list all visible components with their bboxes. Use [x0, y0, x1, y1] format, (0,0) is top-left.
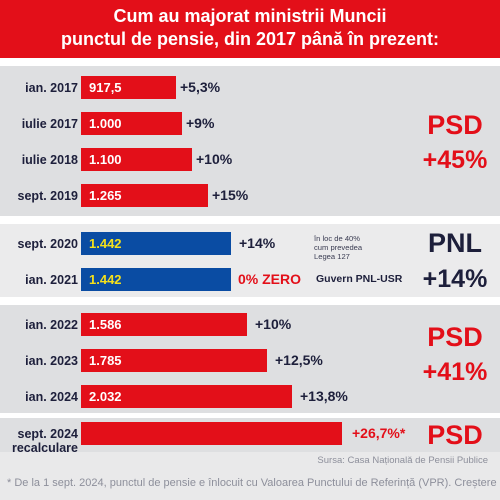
change-label: +26,7%*: [352, 425, 406, 441]
title-banner: Cum au majorat ministrii Muncii punctul …: [0, 0, 500, 58]
party-name-psd: PSD: [427, 420, 483, 450]
row-label: sept. 2019: [17, 189, 78, 203]
law-note-line: cum prevedea: [314, 243, 363, 252]
law-note-line: în loc de 40%: [314, 234, 361, 243]
bar-ian-2023: [81, 349, 267, 372]
spacer-band: [0, 216, 500, 224]
bar-value-label: 1.442: [89, 272, 122, 287]
row-label: iulie 2017: [21, 117, 78, 131]
bar-iulie-2018: [81, 148, 192, 171]
party-total-psd: +45%: [422, 146, 488, 174]
bar-value-label: 1.100: [89, 152, 122, 167]
law-note-line: Legea 127: [314, 252, 350, 261]
change-label: +5,3%: [180, 79, 221, 95]
row-label: ian. 2021: [25, 273, 78, 287]
bar-ian-2021: [81, 268, 231, 291]
bar-sept-2024-recalculare: [81, 422, 342, 445]
bar-value-label: 1.586: [89, 317, 122, 332]
party-total-pnl: +14%: [422, 265, 488, 293]
party-name-psd: PSD: [427, 110, 483, 140]
bar-sept-2019: [81, 184, 208, 207]
change-label: +14%: [239, 235, 276, 251]
zero-change-label: 0% ZERO: [238, 271, 302, 287]
bar-value-label: 2.032: [89, 389, 122, 404]
change-label: +10%: [255, 316, 292, 332]
bar-value-label: 917,5: [89, 80, 122, 95]
row-label: iulie 2018: [21, 153, 78, 167]
bar-value-label: 1.442: [89, 236, 122, 251]
party-total-psd: +41%: [422, 358, 488, 386]
row-label: ian. 2022: [25, 318, 78, 332]
bar-ian-2017: [81, 76, 176, 99]
bar-iulie-2017: [81, 112, 182, 135]
footnote: * De la 1 sept. 2024, punctul de pensie …: [7, 477, 497, 489]
change-label: +13,8%: [300, 388, 348, 404]
change-label: +9%: [186, 115, 215, 131]
law-note: în loc de 40% cum prevedea Legea 127: [314, 234, 362, 261]
bar-ian-2022: [81, 313, 247, 336]
bar-value-label: 1.000: [89, 116, 122, 131]
change-label: +10%: [196, 151, 233, 167]
party-name-pnl: PNL: [428, 228, 482, 258]
row-label: ian. 2024: [25, 390, 78, 404]
chart-title-line-1: Cum au majorat ministrii Muncii: [113, 6, 387, 26]
change-label: +12,5%: [275, 352, 323, 368]
government-label: Guvern PNL-USR: [316, 273, 403, 285]
bar-value-label: 1.265: [89, 188, 122, 203]
change-label: +15%: [212, 187, 249, 203]
source-label: Sursa: Casa Națională de Pensii Publice: [317, 455, 488, 466]
chart-title-line-2: punctul de pensie, din 2017 până în prez…: [60, 29, 440, 49]
row-label: sept. 2024: [17, 427, 78, 441]
bar-value-label: 1.785: [89, 353, 122, 368]
row-label: ian. 2023: [25, 354, 78, 368]
bar-sept-2020: [81, 232, 231, 255]
bar-ian-2024: [81, 385, 292, 408]
row-label: sept. 2020: [17, 237, 78, 251]
party-name-psd: PSD: [427, 322, 483, 352]
spacer-band: [0, 58, 500, 66]
row-label: recalculare: [11, 441, 78, 455]
spacer-band: [0, 297, 500, 305]
spacer-band: [0, 413, 500, 418]
row-label: ian. 2017: [25, 81, 78, 95]
